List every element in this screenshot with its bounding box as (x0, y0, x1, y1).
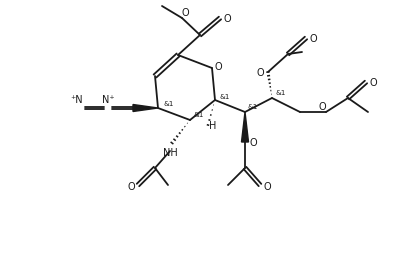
Text: &1: &1 (248, 104, 258, 110)
Text: O: O (127, 182, 135, 192)
Text: O: O (249, 138, 257, 148)
Text: NH: NH (163, 148, 177, 158)
Text: &1: &1 (275, 90, 285, 96)
Text: &1: &1 (219, 94, 229, 100)
Text: O: O (309, 34, 317, 44)
Text: H: H (209, 121, 217, 131)
Text: N⁺: N⁺ (102, 95, 114, 105)
Text: ⁺N: ⁺N (71, 95, 83, 105)
Text: O: O (256, 68, 264, 78)
Text: O: O (318, 102, 326, 112)
Text: O: O (181, 8, 189, 18)
Text: &1: &1 (193, 112, 203, 118)
Text: &1: &1 (163, 101, 173, 107)
Polygon shape (241, 112, 248, 142)
Text: O: O (214, 62, 222, 72)
Text: O: O (263, 182, 271, 192)
Polygon shape (133, 105, 158, 112)
Text: O: O (369, 78, 377, 88)
Text: O: O (223, 14, 231, 24)
